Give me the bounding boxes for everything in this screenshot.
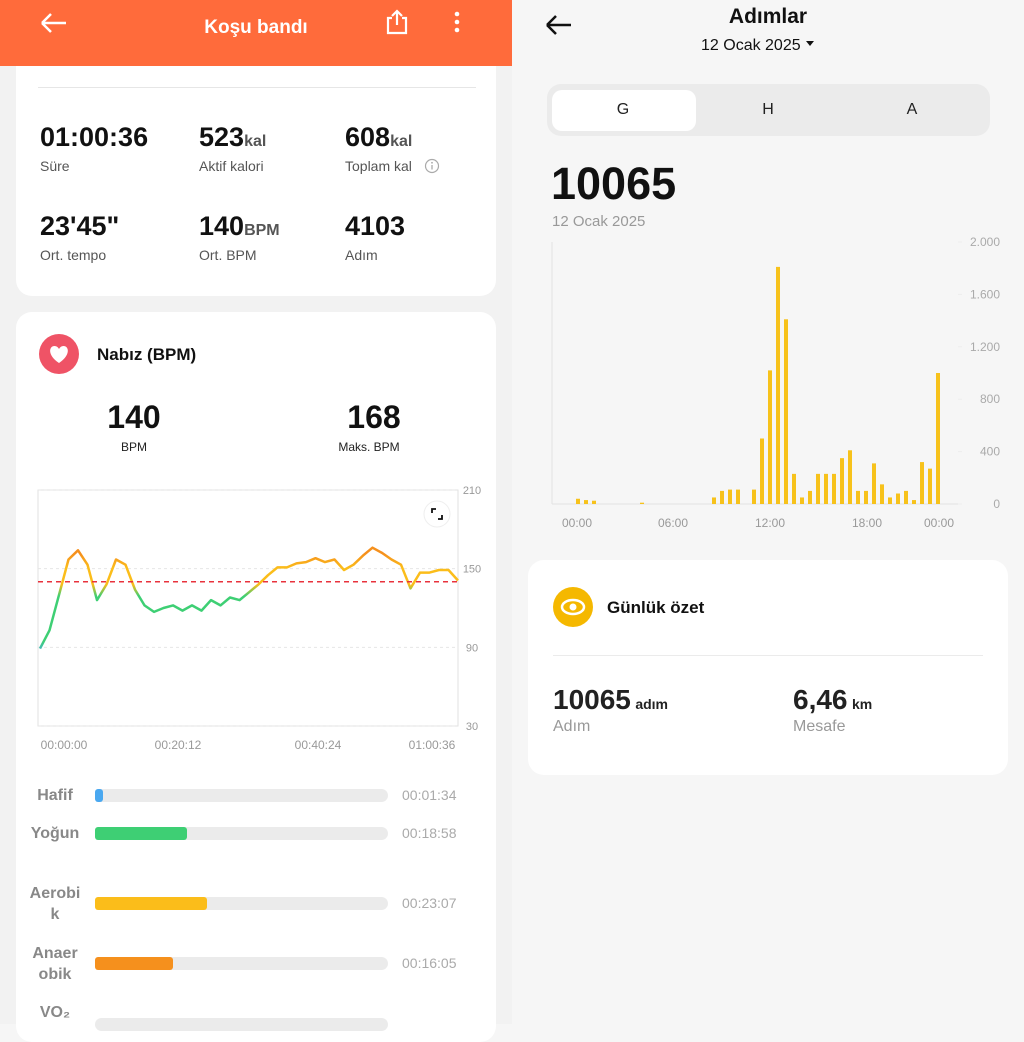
zone-name: Anaerobik: [32, 945, 78, 983]
steps-unit: adım: [635, 696, 669, 712]
stat-unit: kal: [244, 133, 267, 150]
zone-bar: [95, 957, 173, 970]
stat-number: 23'45": [40, 211, 120, 241]
tab[interactable]: G: [616, 101, 630, 118]
summary-icon: [553, 587, 593, 627]
stat-number: 140: [199, 211, 245, 241]
stat-value: 608kal: [345, 122, 412, 153]
info-icon[interactable]: [424, 158, 440, 174]
distance-unit: km: [851, 696, 873, 712]
tab[interactable]: A: [906, 101, 918, 118]
stat-label: Süre: [40, 158, 70, 174]
zone-bar: [95, 789, 103, 802]
max-bpm-label: Maks. BPM: [338, 440, 400, 454]
stat-label: Ort. tempo: [40, 247, 107, 263]
summary-steps: 10065 adım: [553, 684, 668, 716]
stat-number: 523: [199, 122, 245, 152]
stats-card: [16, 66, 496, 296]
total-date: 12 Ocak 2025: [552, 213, 646, 230]
stat-value: 523kal: [199, 122, 266, 153]
max-bpm: 168: [347, 399, 401, 435]
zone-name: Yoğun: [30, 825, 80, 842]
divider: [553, 655, 983, 656]
steps-value: 10065: [553, 684, 631, 715]
stat-number: 608: [345, 122, 391, 152]
date-picker[interactable]: 12 Ocak 2025: [701, 37, 819, 55]
stat-label: Adım: [345, 247, 378, 263]
distance-value: 6,46: [793, 684, 848, 715]
zone-time: 00:18:58: [402, 825, 457, 841]
zone-track: [95, 789, 388, 802]
zone-name: VO₂: [39, 1004, 71, 1021]
divider: [38, 87, 476, 88]
stat-label: Toplam kal: [345, 158, 412, 174]
zone-bar: [95, 897, 207, 910]
heart-icon: [39, 334, 79, 374]
steps-title: Adımlar: [728, 5, 808, 28]
stat-unit: kal: [390, 133, 413, 150]
header-bar: [0, 0, 512, 66]
zone-name: Aerobik: [29, 885, 81, 923]
tab[interactable]: H: [762, 101, 774, 118]
avg-bpm-label: BPM: [120, 440, 147, 454]
more-button[interactable]: [450, 10, 464, 36]
back-button[interactable]: [38, 10, 70, 36]
zone-time: 00:16:05: [402, 955, 457, 971]
avg-bpm: 140: [107, 399, 161, 435]
right-screen: [512, 0, 1024, 1024]
stat-value: 140BPM: [199, 211, 280, 242]
share-button[interactable]: [384, 8, 410, 36]
stat-number: 4103: [345, 211, 406, 241]
back-button[interactable]: [543, 12, 575, 38]
summary-card: [528, 560, 1008, 775]
distance-label: Mesafe: [793, 718, 846, 735]
zone-bar: [95, 827, 187, 840]
summary-title: Günlük özet: [607, 598, 705, 617]
zone-time: 00:23:07: [402, 895, 457, 911]
header-title: Koşu bandı: [204, 17, 308, 38]
stat-value: 4103: [345, 211, 405, 242]
total-steps: 10065: [551, 158, 677, 209]
steps-label: Adım: [553, 718, 591, 735]
stat-number: 01:00:36: [40, 122, 149, 152]
heart-rate-title: Nabız (BPM): [97, 345, 197, 364]
zone-name: Hafif: [37, 787, 73, 804]
stat-unit: BPM: [244, 222, 280, 239]
summary-distance: 6,46 km: [793, 684, 872, 716]
tab-selected: [552, 90, 696, 131]
date: 12 Ocak 2025: [701, 37, 801, 54]
stat-label: Aktif kalori: [199, 158, 264, 174]
zone-time: 00:01:34: [402, 787, 457, 803]
dropdown-arrow: [805, 41, 814, 46]
stat-label: Ort. BPM: [199, 247, 257, 263]
zone-track: [95, 1018, 388, 1031]
stat-value: 23'45": [40, 211, 119, 242]
stat-value: 01:00:36: [40, 122, 148, 153]
